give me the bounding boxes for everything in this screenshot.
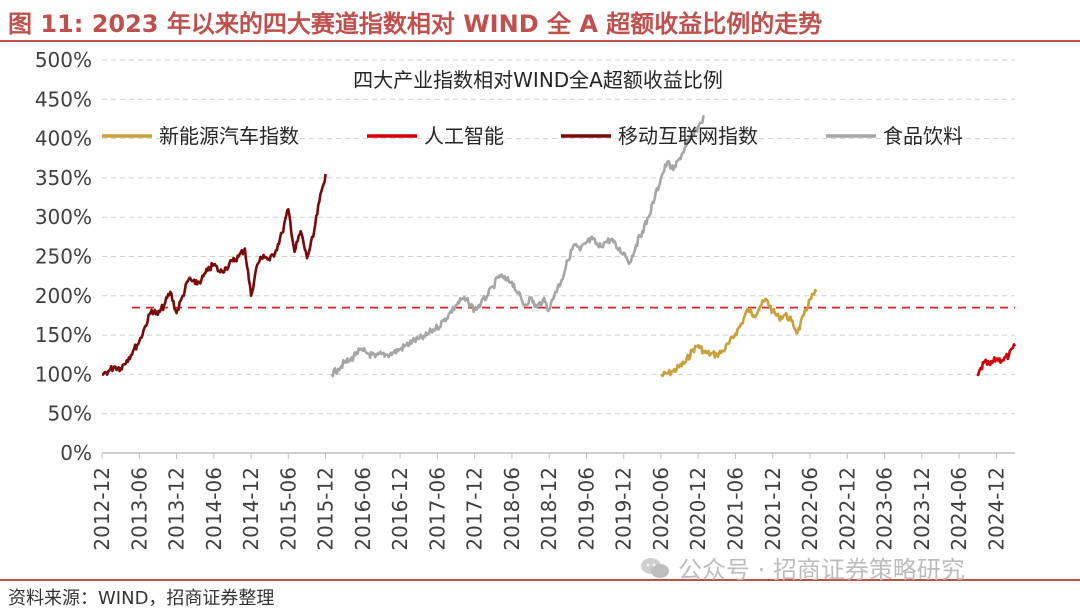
footer-rule bbox=[0, 579, 1080, 581]
x-tick-label: 2019-06 bbox=[574, 467, 598, 551]
x-tick-label: 2016-06 bbox=[351, 467, 375, 551]
x-tick-label: 2023-06 bbox=[873, 467, 897, 551]
y-tick-label: 350% bbox=[35, 166, 92, 190]
line-chart: 0% 50% 100% 150% 200% 250% 300% 350% 400% 450% 500… bbox=[35, 48, 1017, 551]
x-tick-label: 2023-12 bbox=[910, 467, 934, 551]
x-tick-label: 2018-12 bbox=[537, 467, 561, 551]
series-lines bbox=[101, 115, 1017, 378]
x-tick-label: 2014-12 bbox=[239, 467, 263, 551]
x-tick-label: 2024-06 bbox=[947, 467, 971, 551]
series-line-1 bbox=[976, 343, 1017, 377]
x-tick-label: 2013-12 bbox=[165, 467, 189, 551]
x-tick-label: 2015-12 bbox=[314, 467, 338, 551]
x-tick-label: 2019-12 bbox=[612, 467, 636, 551]
chart-title: 四大产业指数相对WIND全A超额收益比例 bbox=[353, 68, 723, 92]
y-tick-label: 400% bbox=[35, 127, 92, 151]
gridlines bbox=[102, 59, 1015, 415]
legend-label: 食品饮料 bbox=[883, 124, 963, 148]
x-axis: 2012-12 2013-06 2013-12 2014-06 2014-12 2015-… bbox=[90, 452, 1015, 551]
source-note: 资料来源：WIND，招商证券整理 bbox=[8, 588, 275, 609]
y-tick-label: 500% bbox=[35, 48, 92, 72]
x-tick-label: 2024-12 bbox=[984, 467, 1008, 551]
y-tick-label: 0% bbox=[60, 441, 92, 465]
y-tick-label: 300% bbox=[35, 205, 92, 229]
x-tick-label: 2013-06 bbox=[127, 467, 151, 551]
x-tick-label: 2012-12 bbox=[90, 467, 114, 551]
x-tick-label: 2020-06 bbox=[649, 467, 673, 551]
series-line-0 bbox=[660, 288, 818, 378]
x-tick-label: 2021-06 bbox=[724, 467, 748, 551]
y-tick-label: 250% bbox=[35, 245, 92, 269]
x-tick-label: 2017-06 bbox=[425, 467, 449, 551]
y-tick-label: 50% bbox=[48, 402, 92, 426]
y-tick-label: 450% bbox=[35, 87, 92, 111]
y-tick-label: 100% bbox=[35, 362, 92, 386]
x-tick-label: 2014-06 bbox=[202, 467, 226, 551]
watermark-text: 公众号 · 招商证券策略研究 bbox=[678, 556, 965, 584]
y-tick-label: 200% bbox=[35, 284, 92, 308]
legend: 新能源汽车指数 人工智能 移动互联网指数 食品饮料 bbox=[102, 124, 963, 148]
legend-item: 人工智能 bbox=[367, 124, 504, 148]
x-tick-label: 2020-12 bbox=[686, 467, 710, 551]
x-tick-label: 2022-06 bbox=[798, 467, 822, 551]
legend-item: 食品饮料 bbox=[826, 124, 963, 148]
x-tick-label: 2021-12 bbox=[761, 467, 785, 551]
series-line-2 bbox=[101, 173, 327, 376]
figure-title: 图 11: 2023 年以来的四大赛道指数相对 WIND 全 A 超额收益比例的… bbox=[8, 10, 823, 38]
x-tick-label: 2022-12 bbox=[835, 467, 859, 551]
x-tick-label: 2016-12 bbox=[388, 467, 412, 551]
x-tick-label: 2018-06 bbox=[500, 467, 524, 551]
y-axis: 0% 50% 100% 150% 200% 250% 300% 350% 400% 450% 500… bbox=[35, 48, 92, 465]
title-rule bbox=[0, 40, 1080, 42]
legend-label: 人工智能 bbox=[424, 124, 504, 148]
x-tick-label: 2015-06 bbox=[276, 467, 300, 551]
watermark: 公众号 · 招商证券策略研究 bbox=[640, 550, 965, 585]
legend-item: 移动互联网指数 bbox=[561, 124, 758, 148]
legend-item: 新能源汽车指数 bbox=[102, 124, 299, 148]
series-line-3 bbox=[330, 115, 705, 378]
wechat-icon bbox=[641, 557, 669, 578]
legend-label: 新能源汽车指数 bbox=[159, 124, 299, 148]
y-tick-label: 150% bbox=[35, 323, 92, 347]
legend-label: 移动互联网指数 bbox=[618, 124, 758, 148]
x-tick-label: 2017-12 bbox=[463, 467, 487, 551]
